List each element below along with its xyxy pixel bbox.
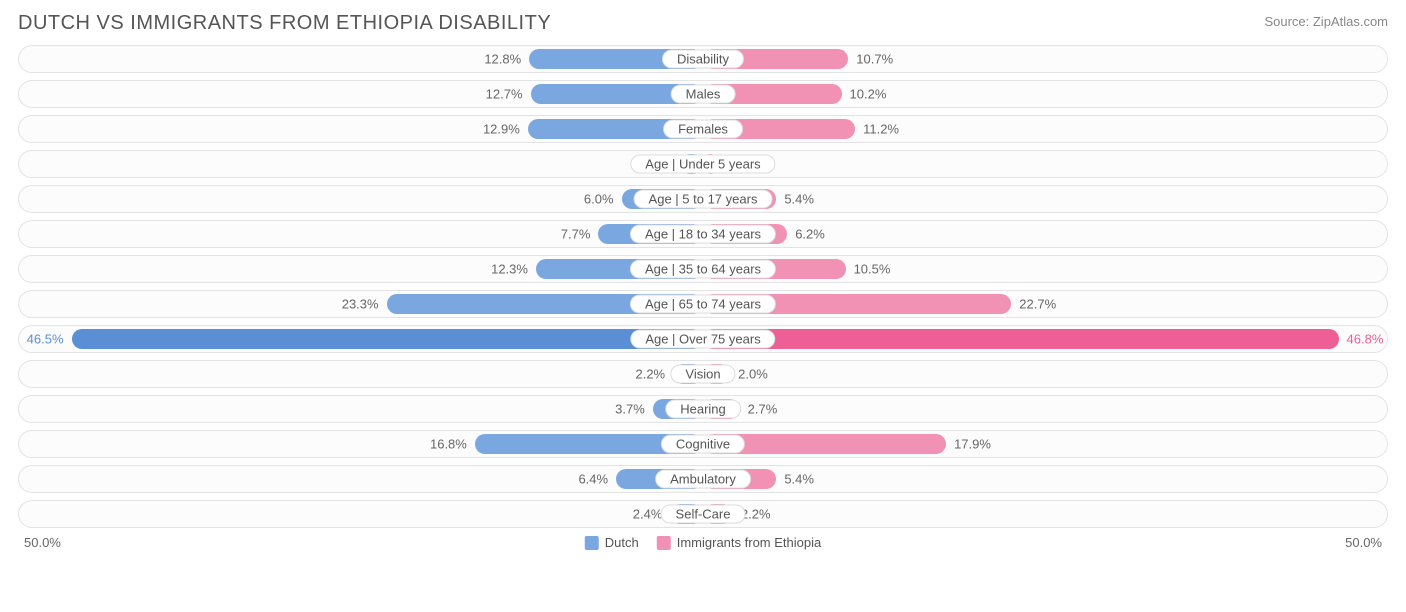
category-label: Hearing (665, 400, 741, 419)
chart-row: 16.8% 17.9% Cognitive (18, 430, 1388, 458)
legend-swatch-right (657, 536, 671, 550)
axis-max-right: 50.0% (1345, 535, 1382, 550)
chart-row: 3.7% 2.7% Hearing (18, 395, 1388, 423)
value-right: 11.2% (863, 122, 899, 137)
chart-footer: 50.0% Dutch Immigrants from Ethiopia 50.… (18, 535, 1388, 555)
value-right: 5.4% (784, 472, 814, 487)
value-right: 10.7% (856, 52, 893, 67)
chart-row: 2.4%2.2%Self-Care (18, 500, 1388, 528)
value-left: 12.8% (484, 52, 521, 67)
value-right: 22.7% (1019, 297, 1056, 312)
category-label: Ambulatory (655, 470, 751, 489)
value-right: 2.7% (748, 402, 778, 417)
value-right: 5.4% (784, 192, 814, 207)
category-label: Age | 18 to 34 years (630, 225, 776, 244)
category-label: Age | Under 5 years (630, 155, 775, 174)
value-left: 46.5% (27, 332, 64, 347)
value-left: 23.3% (342, 297, 379, 312)
chart-row: 23.3% 22.7% Age | 65 to 74 years (18, 290, 1388, 318)
value-right: 6.2% (795, 227, 825, 242)
value-left: 6.0% (584, 192, 614, 207)
category-label: Cognitive (661, 435, 745, 454)
value-left: 12.7% (486, 87, 523, 102)
value-right: 10.5% (854, 262, 891, 277)
legend-item-right: Immigrants from Ethiopia (657, 535, 822, 550)
legend: Dutch Immigrants from Ethiopia (585, 535, 821, 550)
chart-title: DUTCH VS IMMIGRANTS FROM ETHIOPIA DISABI… (18, 12, 551, 35)
legend-swatch-left (585, 536, 599, 550)
value-left: 2.2% (635, 367, 665, 382)
bar-left (72, 329, 703, 349)
value-right: 2.0% (738, 367, 768, 382)
chart-row: 6.0% 5.4% Age | 5 to 17 years (18, 185, 1388, 213)
value-left: 2.4% (633, 507, 663, 522)
bar-right (703, 329, 1339, 349)
category-label: Age | 65 to 74 years (630, 295, 776, 314)
category-label: Self-Care (661, 505, 746, 524)
chart-row: 12.8% 10.7% Disability (18, 45, 1388, 73)
category-label: Males (671, 85, 736, 104)
legend-label-right: Immigrants from Ethiopia (677, 535, 822, 550)
category-label: Vision (670, 365, 735, 384)
category-label: Age | 35 to 64 years (630, 260, 776, 279)
value-left: 6.4% (578, 472, 608, 487)
category-label: Disability (662, 50, 744, 69)
chart-row: 6.4% 5.4% Ambulatory (18, 465, 1388, 493)
value-left: 7.7% (561, 227, 591, 242)
value-right: 17.9% (954, 437, 991, 452)
chart-row: 12.7% 10.2% Males (18, 80, 1388, 108)
category-label: Females (663, 120, 743, 139)
chart-row: 46.5% 46.8% Age | Over 75 years (18, 325, 1388, 353)
chart-row: 7.7% 6.2% Age | 18 to 34 years (18, 220, 1388, 248)
category-label: Age | 5 to 17 years (634, 190, 773, 209)
axis-max-left: 50.0% (24, 535, 61, 550)
value-left: 16.8% (430, 437, 467, 452)
chart-source: Source: ZipAtlas.com (1264, 14, 1388, 29)
category-label: Age | Over 75 years (630, 330, 775, 349)
legend-label-left: Dutch (605, 535, 639, 550)
chart-row: 12.9% 11.2% Females (18, 115, 1388, 143)
chart-row: 1.7%1.1%Age | Under 5 years (18, 150, 1388, 178)
value-left: 3.7% (615, 402, 645, 417)
value-left: 12.3% (491, 262, 528, 277)
value-right: 10.2% (850, 87, 887, 102)
chart-header: DUTCH VS IMMIGRANTS FROM ETHIOPIA DISABI… (18, 12, 1388, 35)
chart-row: 2.2% 2.0%Vision (18, 360, 1388, 388)
legend-item-left: Dutch (585, 535, 639, 550)
value-left: 12.9% (483, 122, 520, 137)
value-right: 46.8% (1347, 332, 1384, 347)
diverging-bar-chart: 12.8% 10.7% Disability 12.7% 10.2% Males 12.9%… (18, 45, 1388, 528)
chart-row: 12.3% 10.5% Age | 35 to 64 years (18, 255, 1388, 283)
